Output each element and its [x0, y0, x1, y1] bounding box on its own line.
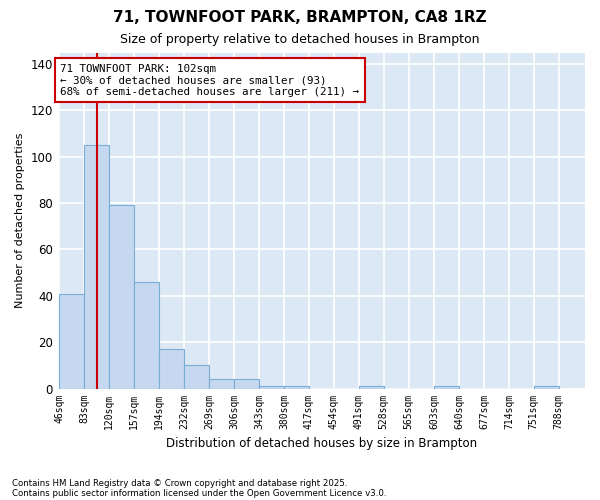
Bar	[234, 380, 259, 388]
Bar	[59, 294, 84, 388]
Bar	[534, 386, 559, 388]
Text: Contains HM Land Registry data © Crown copyright and database right 2025.: Contains HM Land Registry data © Crown c…	[12, 478, 347, 488]
Bar	[284, 386, 309, 388]
Bar	[109, 206, 134, 388]
Bar	[434, 386, 459, 388]
Text: 71 TOWNFOOT PARK: 102sqm
← 30% of detached houses are smaller (93)
68% of semi-d: 71 TOWNFOOT PARK: 102sqm ← 30% of detach…	[61, 64, 359, 97]
Bar	[359, 386, 383, 388]
Bar	[259, 386, 284, 388]
Bar	[184, 366, 209, 388]
Text: Contains public sector information licensed under the Open Government Licence v3: Contains public sector information licen…	[12, 488, 386, 498]
Bar	[84, 145, 109, 388]
Text: 71, TOWNFOOT PARK, BRAMPTON, CA8 1RZ: 71, TOWNFOOT PARK, BRAMPTON, CA8 1RZ	[113, 10, 487, 25]
Bar	[134, 282, 159, 389]
Bar	[159, 349, 184, 389]
Bar	[209, 380, 234, 388]
X-axis label: Distribution of detached houses by size in Brampton: Distribution of detached houses by size …	[166, 437, 477, 450]
Text: Size of property relative to detached houses in Brampton: Size of property relative to detached ho…	[120, 32, 480, 46]
Y-axis label: Number of detached properties: Number of detached properties	[15, 133, 25, 308]
